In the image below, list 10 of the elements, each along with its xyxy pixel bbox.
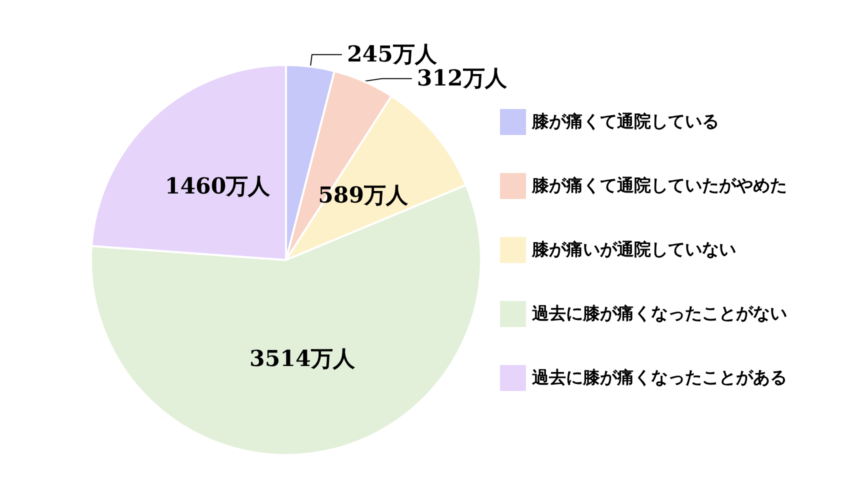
data-label: 245万人 xyxy=(346,42,438,68)
data-label: 589万人 xyxy=(318,182,410,209)
legend-label: 過去に膝が痛くなったことがない xyxy=(531,304,787,324)
legend-label: 膝が痛くて通院していたがやめた xyxy=(531,176,787,196)
legend-label: 膝が痛いが通院していない xyxy=(531,240,736,260)
legend-label: 膝が痛くて通院している xyxy=(531,112,719,132)
legend-label: 過去に膝が痛くなったことがある xyxy=(531,368,787,388)
data-label: 312万人 xyxy=(416,66,508,92)
data-label: 1460万人 xyxy=(164,173,272,200)
data-label: 3514万人 xyxy=(250,346,356,372)
